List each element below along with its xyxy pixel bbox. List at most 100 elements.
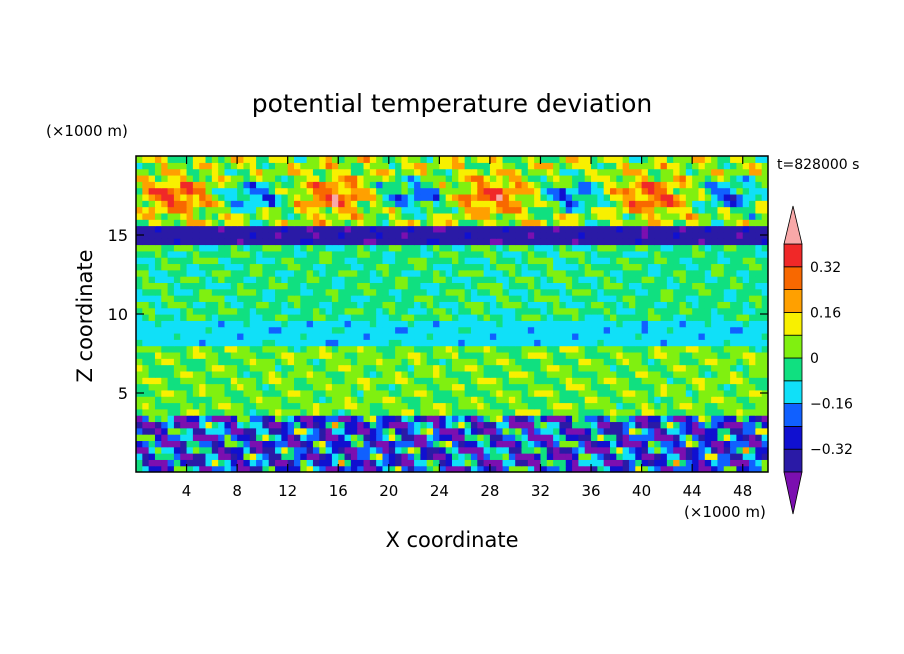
field-cell bbox=[666, 339, 674, 347]
field-cell bbox=[142, 377, 150, 385]
field-cell bbox=[730, 383, 737, 391]
field-cell bbox=[287, 269, 295, 277]
field-cell bbox=[761, 446, 768, 454]
field-cell bbox=[369, 288, 377, 296]
field-cell bbox=[167, 288, 175, 296]
field-cell bbox=[470, 162, 478, 170]
field-cell bbox=[382, 345, 390, 353]
field-cell bbox=[553, 459, 561, 467]
field-cell bbox=[540, 434, 548, 441]
field-cell bbox=[553, 370, 561, 378]
field-cell bbox=[249, 181, 257, 189]
field-cell bbox=[749, 364, 756, 372]
field-cell bbox=[603, 244, 611, 252]
field-cell bbox=[698, 301, 706, 309]
field-cell bbox=[382, 206, 390, 214]
field-cell bbox=[698, 377, 706, 385]
field-cell bbox=[597, 465, 605, 472]
field-cell bbox=[205, 314, 213, 321]
field-cell bbox=[477, 231, 485, 239]
field-cell bbox=[666, 421, 674, 429]
field-cell bbox=[572, 200, 579, 208]
field-cell bbox=[559, 408, 567, 416]
field-cell bbox=[534, 212, 542, 220]
field-cell bbox=[553, 193, 561, 201]
field-cell bbox=[749, 358, 756, 366]
field-cell bbox=[249, 314, 257, 321]
field-cell bbox=[458, 332, 466, 340]
field-cell bbox=[325, 250, 333, 258]
field-cell bbox=[730, 200, 737, 208]
field-cell bbox=[692, 421, 700, 429]
field-cell bbox=[755, 396, 763, 404]
field-cell bbox=[426, 345, 434, 353]
field-cell bbox=[742, 257, 750, 265]
field-cell bbox=[268, 389, 276, 397]
field-cell bbox=[319, 408, 327, 416]
field-cell bbox=[230, 314, 238, 321]
field-cell bbox=[205, 225, 213, 233]
field-cell bbox=[616, 200, 624, 208]
field-cell bbox=[268, 320, 276, 328]
field-cell bbox=[426, 231, 434, 239]
field-cell bbox=[572, 421, 579, 429]
field-cell bbox=[673, 326, 681, 334]
field-cell bbox=[742, 225, 750, 233]
field-cell bbox=[243, 440, 251, 448]
field-cell bbox=[742, 459, 750, 467]
field-cell bbox=[199, 187, 207, 195]
field-cell bbox=[376, 269, 384, 277]
field-cell bbox=[641, 250, 649, 258]
field-cell bbox=[591, 314, 598, 321]
field-cell bbox=[420, 219, 428, 227]
field-cell bbox=[439, 238, 447, 246]
field-cell bbox=[294, 314, 301, 321]
field-cell bbox=[717, 206, 725, 214]
field-cell bbox=[597, 187, 605, 195]
field-cell bbox=[350, 301, 358, 309]
field-cell bbox=[180, 181, 188, 189]
field-cell bbox=[420, 351, 428, 359]
field-cell bbox=[685, 193, 693, 201]
field-cell bbox=[369, 370, 377, 378]
field-cell bbox=[584, 212, 592, 220]
field-cell bbox=[306, 402, 314, 410]
field-cell bbox=[559, 459, 567, 467]
field-cell bbox=[717, 421, 725, 429]
field-cell bbox=[666, 453, 674, 460]
field-cell bbox=[275, 465, 282, 472]
field-cell bbox=[553, 181, 561, 189]
field-cell bbox=[414, 231, 421, 239]
field-cell bbox=[654, 453, 662, 460]
field-cell bbox=[426, 370, 434, 378]
field-cell bbox=[540, 301, 548, 309]
field-cell bbox=[673, 206, 681, 214]
field-cell bbox=[761, 421, 768, 429]
field-cell bbox=[622, 358, 630, 366]
field-cell bbox=[679, 276, 687, 283]
field-cell bbox=[186, 415, 194, 423]
field-cell bbox=[515, 244, 523, 252]
field-cell bbox=[256, 358, 263, 366]
field-cell bbox=[666, 345, 674, 353]
field-cell bbox=[464, 231, 472, 239]
field-cell bbox=[452, 276, 459, 283]
field-cell bbox=[262, 193, 270, 201]
field-cell bbox=[572, 453, 579, 460]
field-cell bbox=[508, 200, 516, 208]
field-cell bbox=[401, 156, 409, 163]
field-cell bbox=[711, 377, 719, 385]
field-cell bbox=[344, 459, 352, 467]
field-cell bbox=[704, 156, 712, 163]
field-cell bbox=[420, 187, 428, 195]
field-cell bbox=[268, 257, 276, 265]
field-cell bbox=[173, 250, 181, 258]
field-cell bbox=[300, 295, 308, 302]
field-cell bbox=[540, 168, 548, 176]
field-cell bbox=[635, 459, 643, 467]
field-cell bbox=[388, 427, 396, 435]
field-cell bbox=[167, 257, 175, 265]
field-cell bbox=[281, 181, 289, 189]
field-cell bbox=[679, 402, 687, 410]
field-cell bbox=[186, 263, 194, 271]
